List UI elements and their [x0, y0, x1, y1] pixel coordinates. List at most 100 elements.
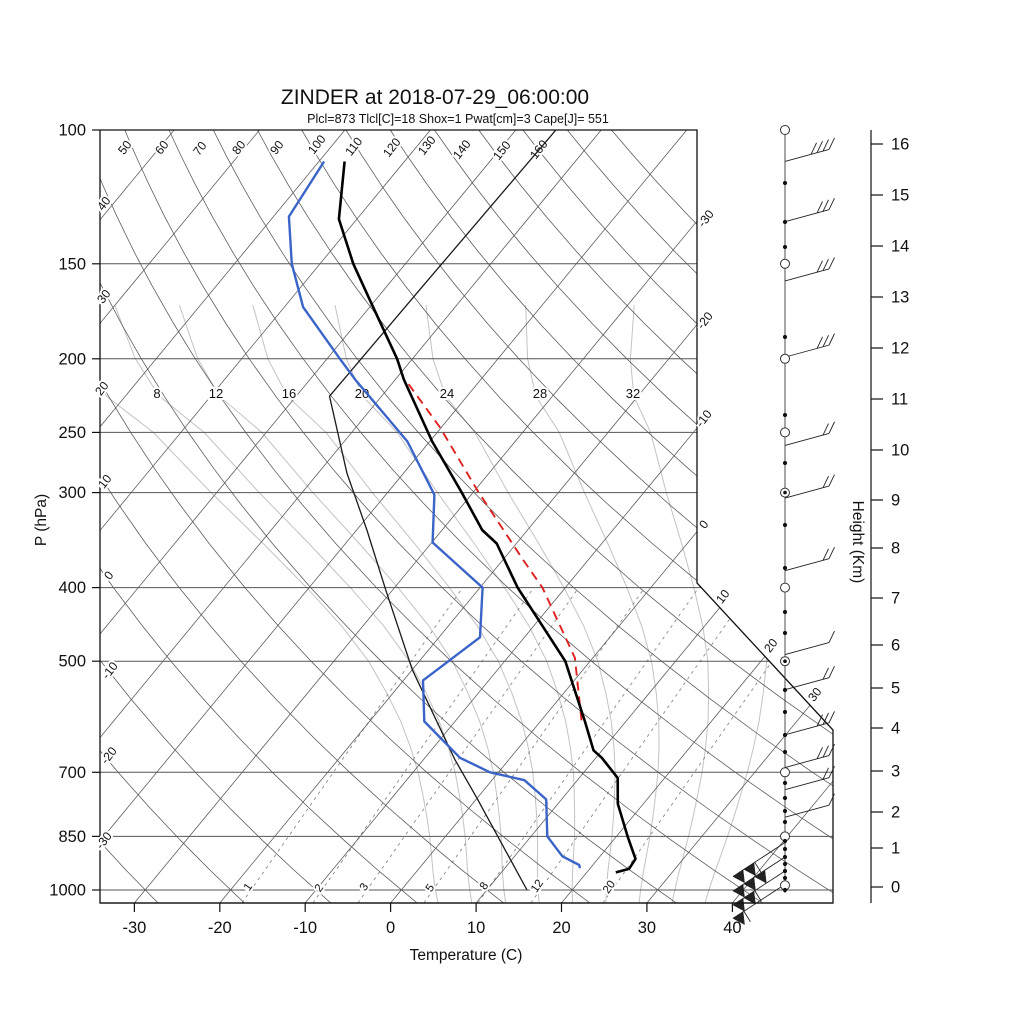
height-tick-label: 15	[891, 187, 909, 205]
wind-barb	[732, 883, 786, 926]
grid-label: 28	[533, 386, 547, 401]
dry-adiabat	[301, 130, 833, 903]
mixing-ratio-line	[241, 587, 463, 903]
wind-level-circle	[780, 582, 790, 593]
height-tick-label: 6	[891, 637, 900, 655]
height-tick-label: 10	[891, 442, 909, 460]
grid-label: 32	[626, 386, 640, 401]
temperature-curve	[337, 161, 637, 874]
chart-subtitle: Plcl=873 Tlcl[C]=18 Shox=1 Pwat[cm]=3 Ca…	[307, 112, 609, 126]
isotherm	[646, 130, 833, 903]
wind-level-circle	[780, 258, 790, 269]
x-tick-label: 0	[386, 919, 395, 937]
dry-adiabat	[100, 130, 768, 903]
pressure-tick-label: 700	[58, 764, 86, 782]
dewpoint-curve	[287, 160, 582, 869]
x-tick-label: -10	[293, 919, 317, 937]
wind-level-dot	[782, 819, 788, 825]
grid-label: 8	[153, 386, 160, 401]
dewpoint-profile-line	[287, 160, 582, 869]
wind-barb	[784, 474, 835, 499]
wind-level-dot	[782, 709, 788, 715]
wind-barb-column	[732, 125, 835, 926]
wind-level-dot	[782, 334, 788, 340]
isotherm	[732, 130, 833, 903]
mixing-ratio-line	[423, 587, 645, 903]
moist-adiabat	[178, 304, 507, 903]
wind-level-circle	[780, 125, 790, 135]
height-tick-label: 1	[891, 840, 900, 858]
wind-level-dot	[782, 244, 788, 250]
isotherm	[561, 130, 833, 903]
wind-level-circle	[780, 427, 790, 438]
isotherm	[100, 130, 260, 903]
height-tick-label: 16	[891, 136, 909, 154]
wind-barb	[784, 197, 835, 223]
dry-adiabat	[100, 130, 681, 903]
isotherm	[100, 130, 687, 903]
wind-level-dot	[782, 180, 788, 186]
moist-adiabat-lines	[100, 304, 768, 903]
moist-adiabat	[334, 304, 576, 903]
dry-adiabat	[100, 130, 595, 903]
pressure-tick-label: 250	[58, 424, 86, 442]
x-tick-label: -30	[122, 919, 146, 937]
wind-barb	[784, 546, 835, 572]
wind-level-dot	[782, 854, 788, 860]
parcel-ascent-line	[407, 383, 583, 721]
wind-barb	[784, 257, 835, 282]
wind-level-dot	[782, 522, 788, 528]
height-tick-label: 5	[891, 680, 900, 698]
wind-barb	[784, 421, 835, 446]
wind-level-dot	[782, 868, 788, 874]
wind-level-dot	[782, 780, 788, 786]
wind-barb	[784, 665, 835, 691]
moist-adiabat	[252, 304, 540, 903]
x-tick-label: 40	[723, 919, 741, 937]
pressure-tick-label: 850	[58, 828, 86, 846]
height-tick-label: 4	[891, 720, 900, 738]
wind-barb	[784, 137, 835, 162]
isotherm	[100, 130, 431, 903]
wind-barb	[732, 856, 786, 898]
pressure-tick-label: 200	[58, 350, 86, 368]
height-tick-label: 11	[891, 391, 908, 409]
dry-adiabat	[567, 130, 833, 903]
mixing-ratio-line	[312, 587, 534, 903]
height-tick-label: 12	[891, 340, 909, 358]
height-tick-label: 7	[891, 590, 900, 608]
wind-level-dot	[782, 630, 788, 636]
moist-adiabat	[525, 305, 660, 903]
wind-barb	[784, 793, 835, 818]
pressure-tick-label: 300	[58, 484, 86, 502]
wind-level-dot	[782, 808, 788, 814]
moist-adiabat	[425, 305, 616, 903]
axes-ticks-and-labels: -30 -20 -10 0 10 20 30 401001502002503004005007…	[49, 122, 909, 938]
x-axis-title: Temperature (C)	[410, 947, 523, 964]
height-axis-title: Height (Km)	[849, 501, 866, 584]
pressure-tick-label: 1000	[49, 882, 86, 900]
moist-adiabat	[100, 304, 440, 903]
y-axis-title: P (hPa)	[33, 494, 50, 546]
wind-barb	[732, 870, 786, 912]
grid-label: 24	[440, 386, 454, 401]
x-tick-label: 20	[552, 919, 570, 937]
wind-barb	[784, 630, 835, 655]
wind-level-dot	[782, 732, 788, 738]
wind-level-dot	[782, 687, 788, 693]
dry-adiabat	[345, 130, 833, 903]
wind-level-dot	[782, 565, 788, 571]
wind-barb	[784, 711, 835, 736]
height-tick-label: 9	[891, 492, 900, 510]
x-tick-label: -20	[208, 919, 232, 937]
dry-adiabat	[100, 130, 422, 903]
wind-level-dot	[782, 875, 788, 881]
wind-level-dot	[782, 887, 788, 893]
wind-level-dot	[782, 749, 788, 755]
height-tick-label: 2	[891, 804, 900, 822]
pressure-tick-label: 150	[58, 255, 86, 273]
height-tick-label: 13	[891, 289, 909, 307]
